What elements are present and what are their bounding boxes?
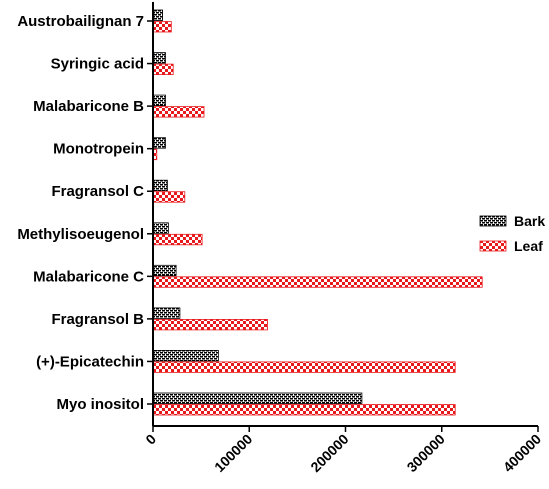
bar-leaf-0 <box>152 21 172 33</box>
bar-bark-2 <box>152 94 166 106</box>
bar-bark-8 <box>152 349 219 362</box>
x-tick-label: 0 <box>142 431 159 448</box>
bar-bark-4 <box>152 179 168 192</box>
legend-swatch-leaf <box>479 240 507 252</box>
category-label: Myo inositol <box>57 396 145 413</box>
category-label: Methylisoeugenol <box>17 226 144 243</box>
bar-leaf-1 <box>152 63 174 75</box>
category-label: (+)-Epicatechin <box>36 353 144 370</box>
bar-leaf-6 <box>152 276 483 288</box>
category-label: Austrobailignan 7 <box>17 13 144 30</box>
bar-bark-7 <box>152 307 181 319</box>
plot-area: Austrobailignan 7 Syringic acid Malabarico… <box>17 2 545 475</box>
legend-swatch-bark <box>479 215 507 227</box>
bar-bark-5 <box>152 222 169 234</box>
bar-leaf-7 <box>152 318 268 331</box>
x-tick-label: 400000 <box>500 431 544 475</box>
category-label: Syringic acid <box>51 56 144 73</box>
bar-leaf-9 <box>152 404 456 416</box>
x-tick-label: 300000 <box>404 431 448 475</box>
category-label: Malabaricone B <box>33 98 144 115</box>
legend-label-bark: Bark <box>514 213 545 229</box>
x-tick-label: 200000 <box>307 431 351 475</box>
bar-leaf-8 <box>152 361 456 373</box>
legend-label-leaf: Leaf <box>514 238 543 254</box>
bar-leaf-5 <box>152 233 203 246</box>
bar-leaf-2 <box>152 106 205 118</box>
category-label: Fragransol C <box>51 183 144 200</box>
bar-leaf-4 <box>152 191 186 203</box>
bar-bark-6 <box>152 264 177 277</box>
bar-bark-9 <box>152 392 363 404</box>
bar-bark-1 <box>152 52 166 64</box>
bar-bark-0 <box>152 9 164 21</box>
category-label: Monotropein <box>53 141 144 158</box>
category-label: Malabaricone C <box>33 268 144 285</box>
bar-bark-3 <box>152 137 166 149</box>
x-tick-label: 100000 <box>211 431 255 475</box>
category-label: Fragransol B <box>51 311 144 328</box>
